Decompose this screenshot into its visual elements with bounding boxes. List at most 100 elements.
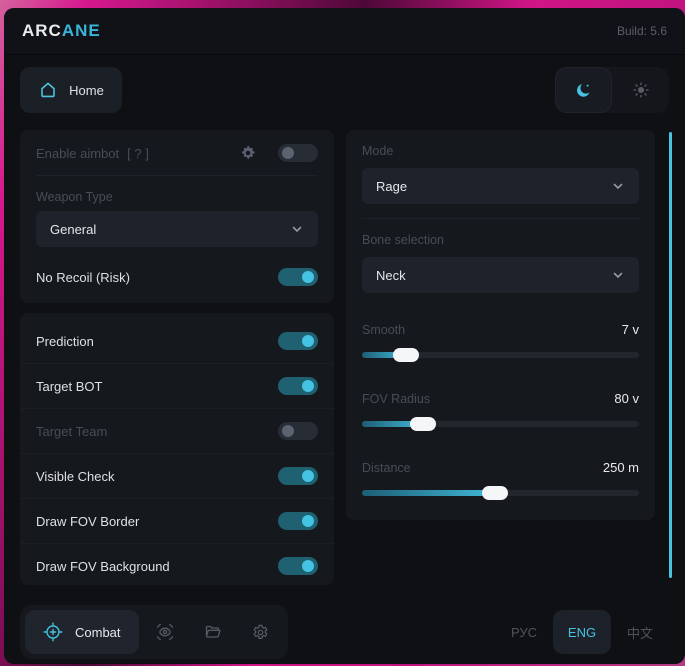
toggles-card: Prediction Target BOT Target Team Visible C… bbox=[20, 313, 334, 585]
app-logo: ARCANE bbox=[22, 21, 101, 41]
slider-track bbox=[362, 421, 639, 427]
slider-track bbox=[362, 352, 639, 358]
language-switcher: РУС ENG 中文 bbox=[495, 610, 669, 654]
toggle-knob bbox=[282, 425, 294, 437]
slider-group-distance: Distance 250 m bbox=[362, 460, 639, 500]
toggle-row-target-bot: Target BOT bbox=[20, 363, 334, 408]
app-window: ARCANE Build: 5.6 Home bbox=[4, 8, 685, 664]
dark-theme-button[interactable] bbox=[555, 67, 612, 113]
draw-fov-background-toggle[interactable] bbox=[278, 557, 318, 575]
slider-label: Distance bbox=[362, 460, 411, 475]
chevron-down-icon bbox=[611, 268, 625, 282]
weapon-type-value: General bbox=[50, 221, 97, 237]
mode-select[interactable]: Rage bbox=[362, 168, 639, 204]
slider-list: Smooth 7 v FOV Radius 80 v Distance 250 m bbox=[362, 322, 639, 500]
toggle-row-label: Draw FOV Border bbox=[36, 513, 140, 529]
fov-radius-slider[interactable] bbox=[362, 417, 639, 431]
folder-icon bbox=[203, 622, 223, 642]
slider-value: 7 v bbox=[621, 322, 639, 337]
toggle-row-prediction: Prediction bbox=[20, 319, 334, 363]
mode-value: Rage bbox=[376, 178, 408, 194]
prediction-toggle[interactable] bbox=[278, 332, 318, 350]
weapon-type-select[interactable]: General bbox=[36, 211, 318, 247]
slider-group-fov-radius: FOV Radius 80 v bbox=[362, 391, 639, 431]
nav-bar: Home bbox=[4, 55, 685, 125]
build-version: Build: 5.6 bbox=[616, 24, 667, 38]
left-column: Enable aimbot [ ? ] Weapon Type General bbox=[20, 130, 334, 600]
crosshair-icon bbox=[43, 622, 63, 642]
toggle-knob bbox=[302, 560, 314, 572]
toggle-row-draw-fov-border: Draw FOV Border bbox=[20, 498, 334, 543]
lang-eng-button[interactable]: ENG bbox=[553, 610, 611, 654]
combat-tab-button[interactable]: Combat bbox=[25, 610, 139, 654]
toggle-knob bbox=[302, 271, 314, 283]
lang-рус-button[interactable]: РУС bbox=[495, 610, 553, 654]
no-recoil-toggle[interactable] bbox=[278, 268, 318, 286]
home-icon bbox=[38, 80, 58, 100]
toggle-knob bbox=[282, 147, 294, 159]
mode-label: Mode bbox=[362, 144, 394, 158]
toggle-row-target-team: Target Team bbox=[20, 408, 334, 453]
theme-switcher bbox=[555, 67, 669, 113]
enable-aimbot-label: Enable aimbot bbox=[36, 145, 120, 161]
home-tab-button[interactable]: Home bbox=[20, 67, 122, 113]
footer-bar: Combat РУС ENG 中文 bbox=[4, 600, 685, 664]
slider-fill bbox=[362, 421, 423, 427]
mode-card: Mode Rage Bone selection Neck Smooth 7 v F… bbox=[346, 130, 655, 520]
slider-knob[interactable] bbox=[481, 486, 508, 500]
toggle-row-label: Visible Check bbox=[36, 468, 115, 484]
enable-aimbot-row: Enable aimbot [ ? ] bbox=[20, 130, 334, 175]
right-column: Mode Rage Bone selection Neck Smooth 7 v F… bbox=[346, 130, 655, 600]
slider-fill bbox=[362, 490, 495, 496]
slider-fill bbox=[362, 352, 407, 358]
bone-selection-label: Bone selection bbox=[362, 233, 445, 247]
slider-group-smooth: Smooth 7 v bbox=[362, 322, 639, 362]
chevron-down-icon bbox=[290, 222, 304, 236]
toggle-knob bbox=[302, 335, 314, 347]
divider bbox=[36, 175, 318, 176]
esp-eye-icon bbox=[155, 622, 175, 642]
distance-slider[interactable] bbox=[362, 486, 639, 500]
toggle-row-label: Draw FOV Background bbox=[36, 558, 170, 574]
bone-selection-select[interactable]: Neck bbox=[362, 257, 639, 293]
no-recoil-label: No Recoil (Risk) bbox=[36, 269, 130, 285]
slider-value: 80 v bbox=[614, 391, 639, 406]
lang-中文-button[interactable]: 中文 bbox=[611, 610, 669, 654]
draw-fov-border-toggle[interactable] bbox=[278, 512, 318, 530]
footer-tab-group: Combat bbox=[20, 605, 288, 659]
slider-label: FOV Radius bbox=[362, 391, 431, 406]
settings-gear-icon bbox=[251, 623, 270, 642]
slider-knob[interactable] bbox=[409, 417, 436, 431]
aimbot-help-hint[interactable]: [ ? ] bbox=[127, 145, 149, 161]
content-area: Enable aimbot [ ? ] Weapon Type General bbox=[4, 125, 685, 600]
slider-value: 250 m bbox=[602, 460, 639, 475]
divider bbox=[362, 218, 639, 219]
brand-part-1: ARC bbox=[22, 21, 62, 40]
title-bar: ARCANE Build: 5.6 bbox=[4, 8, 685, 55]
home-tab-label: Home bbox=[69, 82, 104, 98]
moon-icon bbox=[575, 81, 593, 99]
visuals-tab-button[interactable] bbox=[143, 610, 187, 654]
toggle-row-label: Target BOT bbox=[36, 378, 103, 394]
smooth-slider[interactable] bbox=[362, 348, 639, 362]
target-bot-toggle[interactable] bbox=[278, 377, 318, 395]
enable-aimbot-toggle[interactable] bbox=[278, 144, 318, 162]
scrollbar[interactable] bbox=[669, 132, 672, 578]
toggle-row-visible-check: Visible Check bbox=[20, 453, 334, 498]
settings-tab-button[interactable] bbox=[239, 610, 283, 654]
light-theme-button[interactable] bbox=[612, 67, 669, 113]
target-team-toggle[interactable] bbox=[278, 422, 318, 440]
toggle-knob bbox=[302, 470, 314, 482]
aimbot-card: Enable aimbot [ ? ] Weapon Type General bbox=[20, 130, 334, 303]
configs-tab-button[interactable] bbox=[191, 610, 235, 654]
weapon-type-label: Weapon Type bbox=[36, 190, 113, 204]
toggle-row-draw-fov-background: Draw FOV Background bbox=[20, 543, 334, 585]
chevron-down-icon bbox=[611, 179, 625, 193]
gear-icon[interactable] bbox=[240, 145, 256, 161]
slider-knob[interactable] bbox=[393, 348, 420, 362]
bone-selection-value: Neck bbox=[376, 267, 406, 283]
toggle-row-label: Prediction bbox=[36, 333, 94, 349]
toggle-knob bbox=[302, 380, 314, 392]
visible-check-toggle[interactable] bbox=[278, 467, 318, 485]
no-recoil-row: No Recoil (Risk) bbox=[20, 247, 334, 303]
